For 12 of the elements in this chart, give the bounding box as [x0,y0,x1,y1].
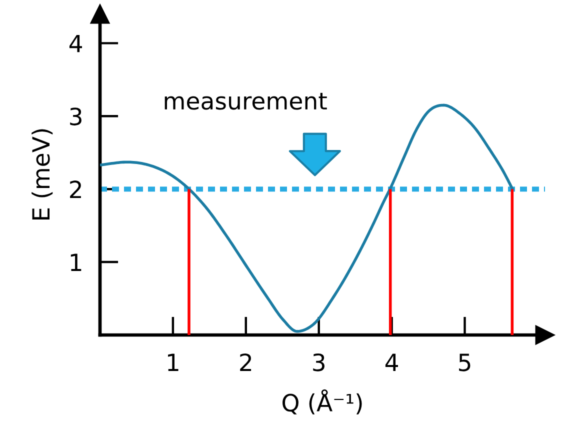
y-tick-label: 3 [70,108,82,126]
x-tick-label: 1 [168,354,178,371]
y-tick-label: 4 [69,34,82,52]
x-tick-label: 4 [385,354,398,371]
x-tick-label: 5 [459,354,470,372]
y-axis-title: E (meV) [32,129,53,220]
y-tick-label: 1 [70,254,82,272]
y-tick-label: 2 [70,180,81,198]
x-axis-title: Q (Å⁻¹) [282,389,362,414]
x-tick-label: 2 [240,353,252,371]
x-tick-label: 3 [313,353,324,372]
annotation: measurement [164,92,327,110]
